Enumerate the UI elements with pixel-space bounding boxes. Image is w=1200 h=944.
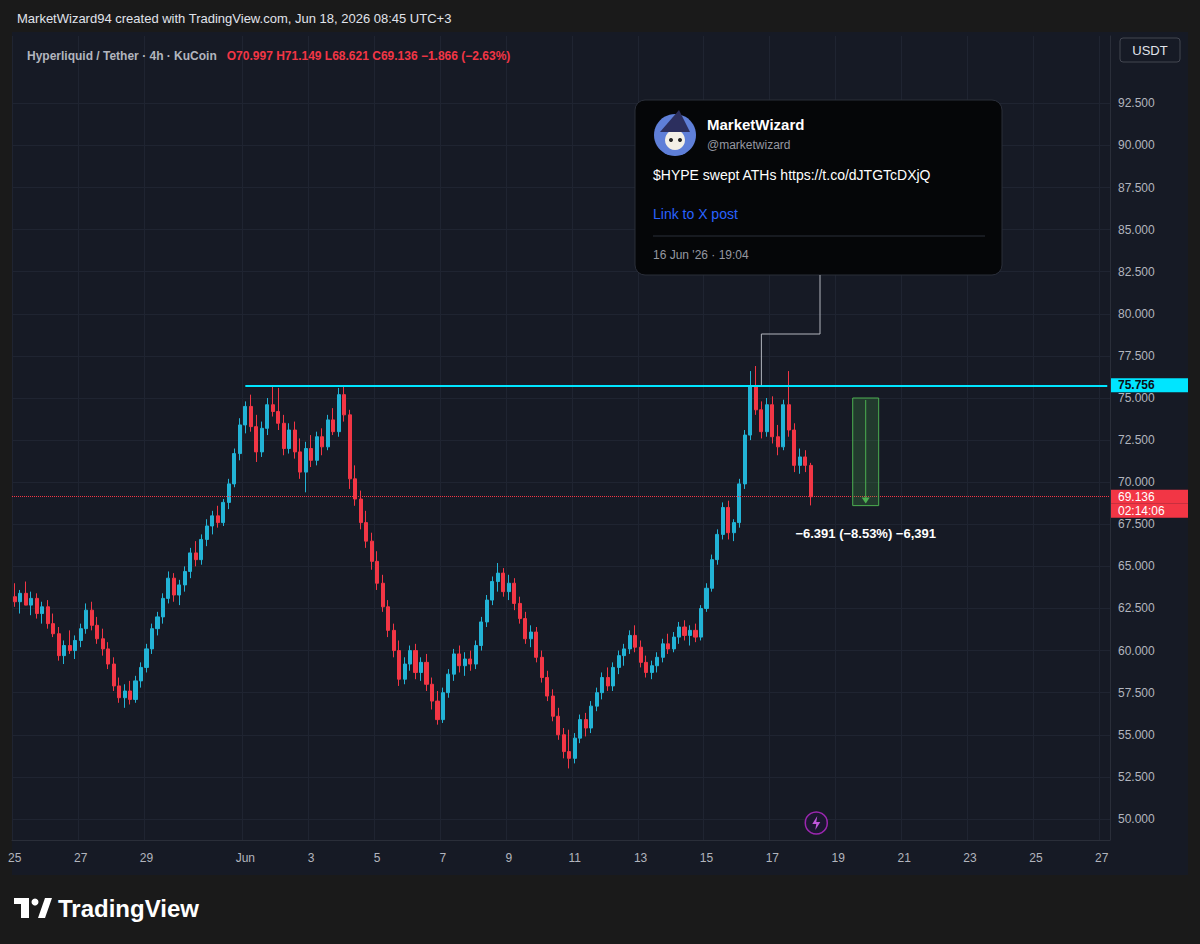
svg-text:82.500: 82.500 [1118,265,1155,279]
svg-text:$HYPE swept ATHs https://t.co/: $HYPE swept ATHs https://t.co/dJTGTcDXjQ [653,167,931,183]
svg-text:MarketWizard94 created with Tr: MarketWizard94 created with TradingView.… [17,11,451,26]
svg-text:TradingView: TradingView [58,895,199,922]
svg-text:72.500: 72.500 [1118,433,1155,447]
svg-text:67.500: 67.500 [1118,517,1155,531]
svg-text:55.000: 55.000 [1118,728,1155,742]
svg-text:7: 7 [440,851,447,865]
svg-text:USDT: USDT [1132,43,1167,58]
svg-text:02:14:06: 02:14:06 [1118,504,1165,518]
svg-text:29: 29 [140,851,154,865]
svg-text:O70.997 H71.149 L68.621 C69.13: O70.997 H71.149 L68.621 C69.136 −1.866 (… [227,49,511,63]
svg-text:25: 25 [1029,851,1043,865]
svg-text:13: 13 [634,851,648,865]
svg-text:75.000: 75.000 [1118,391,1155,405]
svg-text:75.756: 75.756 [1118,378,1155,392]
svg-text:9: 9 [506,851,513,865]
svg-text:60.000: 60.000 [1118,644,1155,658]
svg-text:21: 21 [897,851,911,865]
svg-text:Link to X post: Link to X post [653,206,738,222]
svg-text:Jun: Jun [236,851,255,865]
svg-text:57.500: 57.500 [1118,686,1155,700]
svg-text:90.000: 90.000 [1118,138,1155,152]
svg-text:MarketWizard: MarketWizard [707,116,804,133]
svg-text:3: 3 [308,851,315,865]
svg-text:−6.391 (−8.53%) −6,391: −6.391 (−8.53%) −6,391 [795,526,936,541]
svg-text:Hyperliquid / Tether · 4h · Ku: Hyperliquid / Tether · 4h · KuCoin [27,49,217,63]
svg-text:23: 23 [963,851,977,865]
svg-text:27: 27 [1095,851,1109,865]
svg-text:50.000: 50.000 [1118,812,1155,826]
svg-text:52.500: 52.500 [1118,770,1155,784]
svg-text:17: 17 [766,851,780,865]
svg-text:80.000: 80.000 [1118,307,1155,321]
svg-text:65.000: 65.000 [1118,559,1155,573]
svg-text:69.136: 69.136 [1118,490,1155,504]
svg-text:27: 27 [74,851,88,865]
svg-text:25: 25 [8,851,22,865]
svg-text:16 Jun '26 · 19:04: 16 Jun '26 · 19:04 [653,248,749,262]
svg-text:77.500: 77.500 [1118,349,1155,363]
svg-text:5: 5 [374,851,381,865]
svg-text:92.500: 92.500 [1118,96,1155,110]
svg-text:70.000: 70.000 [1118,475,1155,489]
svg-text:11: 11 [568,851,581,865]
svg-text:87.500: 87.500 [1118,181,1155,195]
svg-text:@marketwizard: @marketwizard [707,138,791,152]
svg-text:62.500: 62.500 [1118,601,1155,615]
svg-text:19: 19 [832,851,846,865]
svg-text:85.000: 85.000 [1118,223,1155,237]
svg-text:15: 15 [700,851,714,865]
